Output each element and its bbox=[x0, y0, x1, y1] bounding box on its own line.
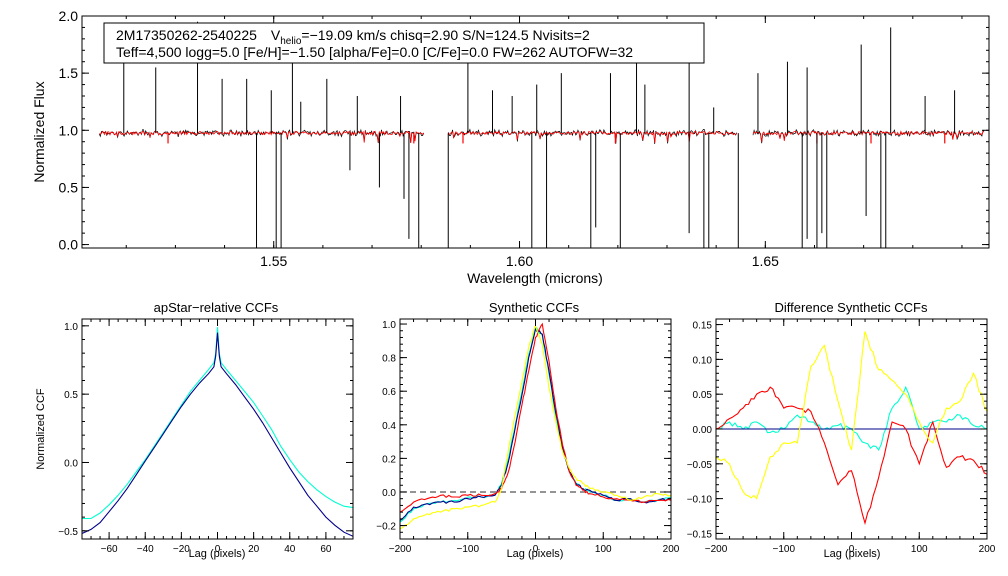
synthetic_ccf-ytick-label: 0.2 bbox=[382, 454, 396, 465]
spectrum-ytick-label: 2.0 bbox=[59, 8, 79, 24]
synthetic_ccf-ytick-label: 0.4 bbox=[382, 421, 396, 432]
synthetic-ccf-ticks: −200 −100 0 100 200 −0.2 0.0 0.2 0.4 0.6 0.8 1.0 bbox=[376, 319, 680, 555]
spectrum-model-line bbox=[99, 130, 425, 143]
synthetic_ccf-xtick-label: −100 bbox=[456, 544, 479, 555]
spectrum-xtick-label: 1.65 bbox=[752, 253, 779, 269]
apstar_ccf-xtick-label: −40 bbox=[137, 544, 154, 555]
difference_ccf-xtick-label: 200 bbox=[979, 544, 996, 555]
difference-ccf-title: Difference Synthetic CCFs bbox=[775, 300, 928, 315]
synthetic_ccf-ytick-label: 0.0 bbox=[382, 488, 396, 499]
spectrum-ytick-label: 0.5 bbox=[59, 179, 79, 195]
apstar_ccf-xtick-label: 20 bbox=[248, 544, 260, 555]
difference_ccf-xtick-label: −100 bbox=[772, 544, 795, 555]
spectrum-xlabel: Wavelength (microns) bbox=[467, 270, 603, 286]
difference_ccf-series-3 bbox=[716, 386, 987, 526]
apstar_ccf-series-1 bbox=[82, 327, 353, 520]
synthetic-ccf-panel: Synthetic CCFs −200 −100 0 100 200 −0.2 0.0 0.2… bbox=[376, 300, 680, 560]
info-line-1: 2M17350262-2540225 Vhelio=−19.09 km/s chi… bbox=[116, 27, 590, 47]
difference_ccf-ytick-label: 0.15 bbox=[693, 321, 713, 332]
difference_ccf-ytick-label: 0.10 bbox=[693, 355, 713, 366]
apstar_ccf-ytick-label: −0.5 bbox=[58, 527, 78, 538]
spectrum-xtick-label: 1.60 bbox=[506, 253, 533, 269]
spectrum-ticks: 1.55 1.60 1.65 0.0 0.5 1.0 1.5 2.0 bbox=[59, 8, 989, 269]
synthetic_ccf-xtick-label: −200 bbox=[389, 544, 412, 555]
spectrum-ytick-label: 0.0 bbox=[59, 237, 79, 253]
info-v-subscript: helio bbox=[280, 36, 302, 47]
apstar-ccf-panel: apStar−relative CCFs −60 −40 −20 0 20 40 60 −0.… bbox=[35, 300, 354, 560]
apstar_ccf-xtick-label: 40 bbox=[284, 544, 296, 555]
spectrum-model-line bbox=[752, 130, 985, 143]
synthetic-ccf-plot-area bbox=[400, 322, 671, 530]
difference_ccf-ytick-label: −0.15 bbox=[687, 529, 713, 540]
spectrum-ytick-label: 1.0 bbox=[59, 122, 79, 138]
synthetic_ccf-ytick-label: 1.0 bbox=[382, 320, 396, 331]
difference_ccf-ytick-label: −0.05 bbox=[687, 460, 713, 471]
synthetic_ccf-ytick-label: 0.8 bbox=[382, 354, 396, 365]
apstar_ccf-xtick-label: −60 bbox=[101, 544, 118, 555]
synthetic_ccf-ytick-label: −0.2 bbox=[376, 522, 396, 533]
spectrum-xtick-label: 1.55 bbox=[260, 253, 287, 269]
spectrum-axes-frame bbox=[81, 15, 990, 249]
apstar_ccf-xtick-label: −20 bbox=[173, 544, 190, 555]
difference_ccf-ytick-label: 0.00 bbox=[693, 425, 713, 436]
difference-ccf-plot-area bbox=[716, 331, 987, 526]
synthetic_ccf-xtick-label: 100 bbox=[595, 544, 612, 555]
apstar_ccf-ytick-label: 1.0 bbox=[64, 322, 78, 333]
info-v-value: =−19.09 km/s chisq=2.90 S/N=124.5 Nvisit… bbox=[301, 27, 590, 43]
synthetic_ccf-series-2 bbox=[400, 327, 671, 521]
synthetic-ccf-xlabel: Lag (pixels) bbox=[507, 548, 564, 560]
info-v-symbol: V bbox=[271, 27, 281, 43]
apstar-ccf-plot-area bbox=[82, 327, 353, 537]
spectrum-info-box bbox=[103, 22, 705, 64]
spectrum-observed-line bbox=[752, 128, 985, 144]
difference_ccf-xtick-label: 0 bbox=[849, 544, 855, 555]
synthetic_ccf-xtick-label: 0 bbox=[533, 544, 539, 555]
apstar_ccf-series-2 bbox=[82, 332, 353, 537]
spectrum-panel: 1.55 1.60 1.65 0.0 0.5 1.0 1.5 2.0 Wavelength (… bbox=[31, 8, 990, 286]
apstar-ccf-ticks: −60 −40 −20 0 20 40 60 −0.5 0.0 0.5 1.0 bbox=[58, 319, 354, 555]
difference_ccf-xtick-label: 100 bbox=[911, 544, 928, 555]
difference-ccf-xlabel: Lag (pixels) bbox=[824, 548, 881, 560]
apstar-ccf-title: apStar−relative CCFs bbox=[154, 300, 279, 315]
info-star-id: 2M17350262-2540225 bbox=[116, 27, 257, 43]
difference-ccf-panel: Difference Synthetic CCFs −200 −100 0 100 20… bbox=[687, 300, 996, 560]
apstar_ccf-ytick-label: 0.0 bbox=[64, 458, 78, 469]
info-line-2: Teff=4,500 logg=5.0 [Fe/H]=−1.50 [alpha/… bbox=[116, 44, 633, 60]
synthetic_ccf-series-3 bbox=[400, 322, 671, 513]
synthetic_ccf-ytick-label: 0.6 bbox=[382, 387, 396, 398]
synthetic_ccf-xtick-label: 200 bbox=[663, 544, 680, 555]
apstar_ccf-ytick-label: 0.5 bbox=[64, 390, 78, 401]
difference_ccf-xtick-label: −200 bbox=[705, 544, 728, 555]
difference_ccf-ytick-label: 0.05 bbox=[693, 390, 713, 401]
spectrum-ytick-label: 1.5 bbox=[59, 65, 79, 81]
difference_ccf-ytick-label: −0.10 bbox=[687, 495, 713, 506]
apstar-ccf-xlabel: Lag (pixels) bbox=[189, 548, 246, 560]
difference-ccf-ticks: −200 −100 0 100 200 −0.15 −0.10 −0.05 0.00 0.05 0.… bbox=[687, 319, 996, 555]
synthetic-ccf-title: Synthetic CCFs bbox=[489, 300, 580, 315]
spectrum-ylabel: Normalized Flux bbox=[31, 81, 47, 182]
apstar-ccf-ylabel: Normalized CCF bbox=[35, 388, 47, 470]
difference_ccf-series-4 bbox=[716, 331, 987, 500]
apstar_ccf-xtick-label: 0 bbox=[215, 544, 221, 555]
synthetic_ccf-series-4 bbox=[400, 324, 671, 530]
apstar_ccf-xtick-label: 60 bbox=[320, 544, 332, 555]
